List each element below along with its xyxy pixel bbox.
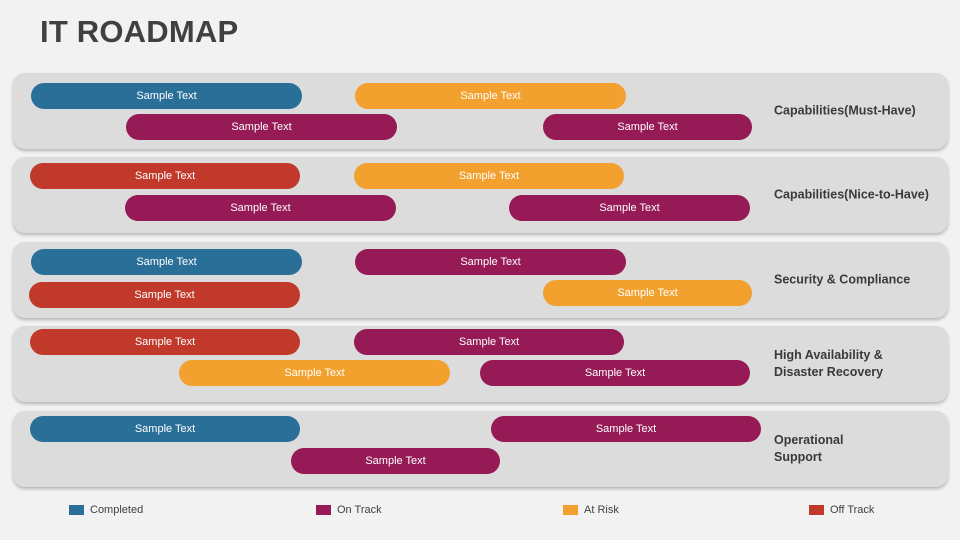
roadmap-bar-off-track: Sample Text	[29, 282, 300, 308]
roadmap-bar-on-track: Sample Text	[509, 195, 750, 221]
legend-item-at-risk: At Risk	[563, 503, 619, 517]
legend-label: On Track	[337, 504, 382, 516]
roadmap-bar-at-risk: Sample Text	[355, 83, 626, 109]
roadmap-bar-at-risk: Sample Text	[179, 360, 450, 386]
legend-swatch	[563, 505, 578, 515]
row-label: Operational Support	[774, 433, 844, 464]
page-title: IT ROADMAP	[40, 14, 239, 49]
legend-swatch	[809, 505, 824, 515]
legend-label: Off Track	[830, 504, 875, 516]
legend-item-on-track: On Track	[316, 503, 382, 517]
legend-swatch	[316, 505, 331, 515]
legend-label: Completed	[90, 504, 144, 516]
roadmap-bar-off-track: Sample Text	[30, 163, 300, 189]
roadmap-bar-on-track: Sample Text	[491, 416, 761, 442]
row-label: High Availability & Disaster Recovery	[774, 348, 884, 379]
roadmap-row: Sample Text Sample Text Sample Text Sample …	[13, 242, 948, 318]
roadmap-bar-on-track: Sample Text	[354, 329, 624, 355]
roadmap-bar-on-track: Sample Text	[126, 114, 397, 140]
row-label: Security & Compliance	[774, 272, 911, 287]
roadmap-bar-at-risk: Sample Text	[543, 280, 752, 306]
legend-item-off-track: Off Track	[809, 503, 874, 517]
row-label: Capabilities(Nice-to-Have)	[774, 187, 929, 202]
roadmap-row: Sample Text Sample Text Sample Text Sample …	[13, 157, 948, 233]
legend-item-completed: Completed	[69, 503, 143, 517]
roadmap-row: Sample Text Sample Text Sample Text Sample …	[13, 326, 948, 402]
roadmap-bar-on-track: Sample Text	[291, 448, 500, 474]
roadmap-bar-completed: Sample Text	[30, 416, 300, 442]
roadmap-bar-off-track: Sample Text	[30, 329, 300, 355]
legend-swatch	[69, 505, 84, 515]
roadmap-bar-on-track: Sample Text	[355, 249, 626, 275]
roadmap-bar-on-track: Sample Text	[543, 114, 752, 140]
roadmap-bar-on-track: Sample Text	[125, 195, 396, 221]
roadmap-bar-on-track: Sample Text	[480, 360, 750, 386]
legend-label: At Risk	[584, 504, 619, 516]
roadmap-row: Sample Text Sample Text Sample Text Sample …	[13, 73, 948, 149]
roadmap-bar-completed: Sample Text	[31, 249, 302, 275]
roadmap-bar-completed: Sample Text	[31, 83, 302, 109]
row-label: Capabilities(Must-Have)	[774, 103, 916, 118]
roadmap-bar-at-risk: Sample Text	[354, 163, 624, 189]
roadmap-row: Sample Text Sample Text Sample Text Operati…	[13, 411, 948, 487]
